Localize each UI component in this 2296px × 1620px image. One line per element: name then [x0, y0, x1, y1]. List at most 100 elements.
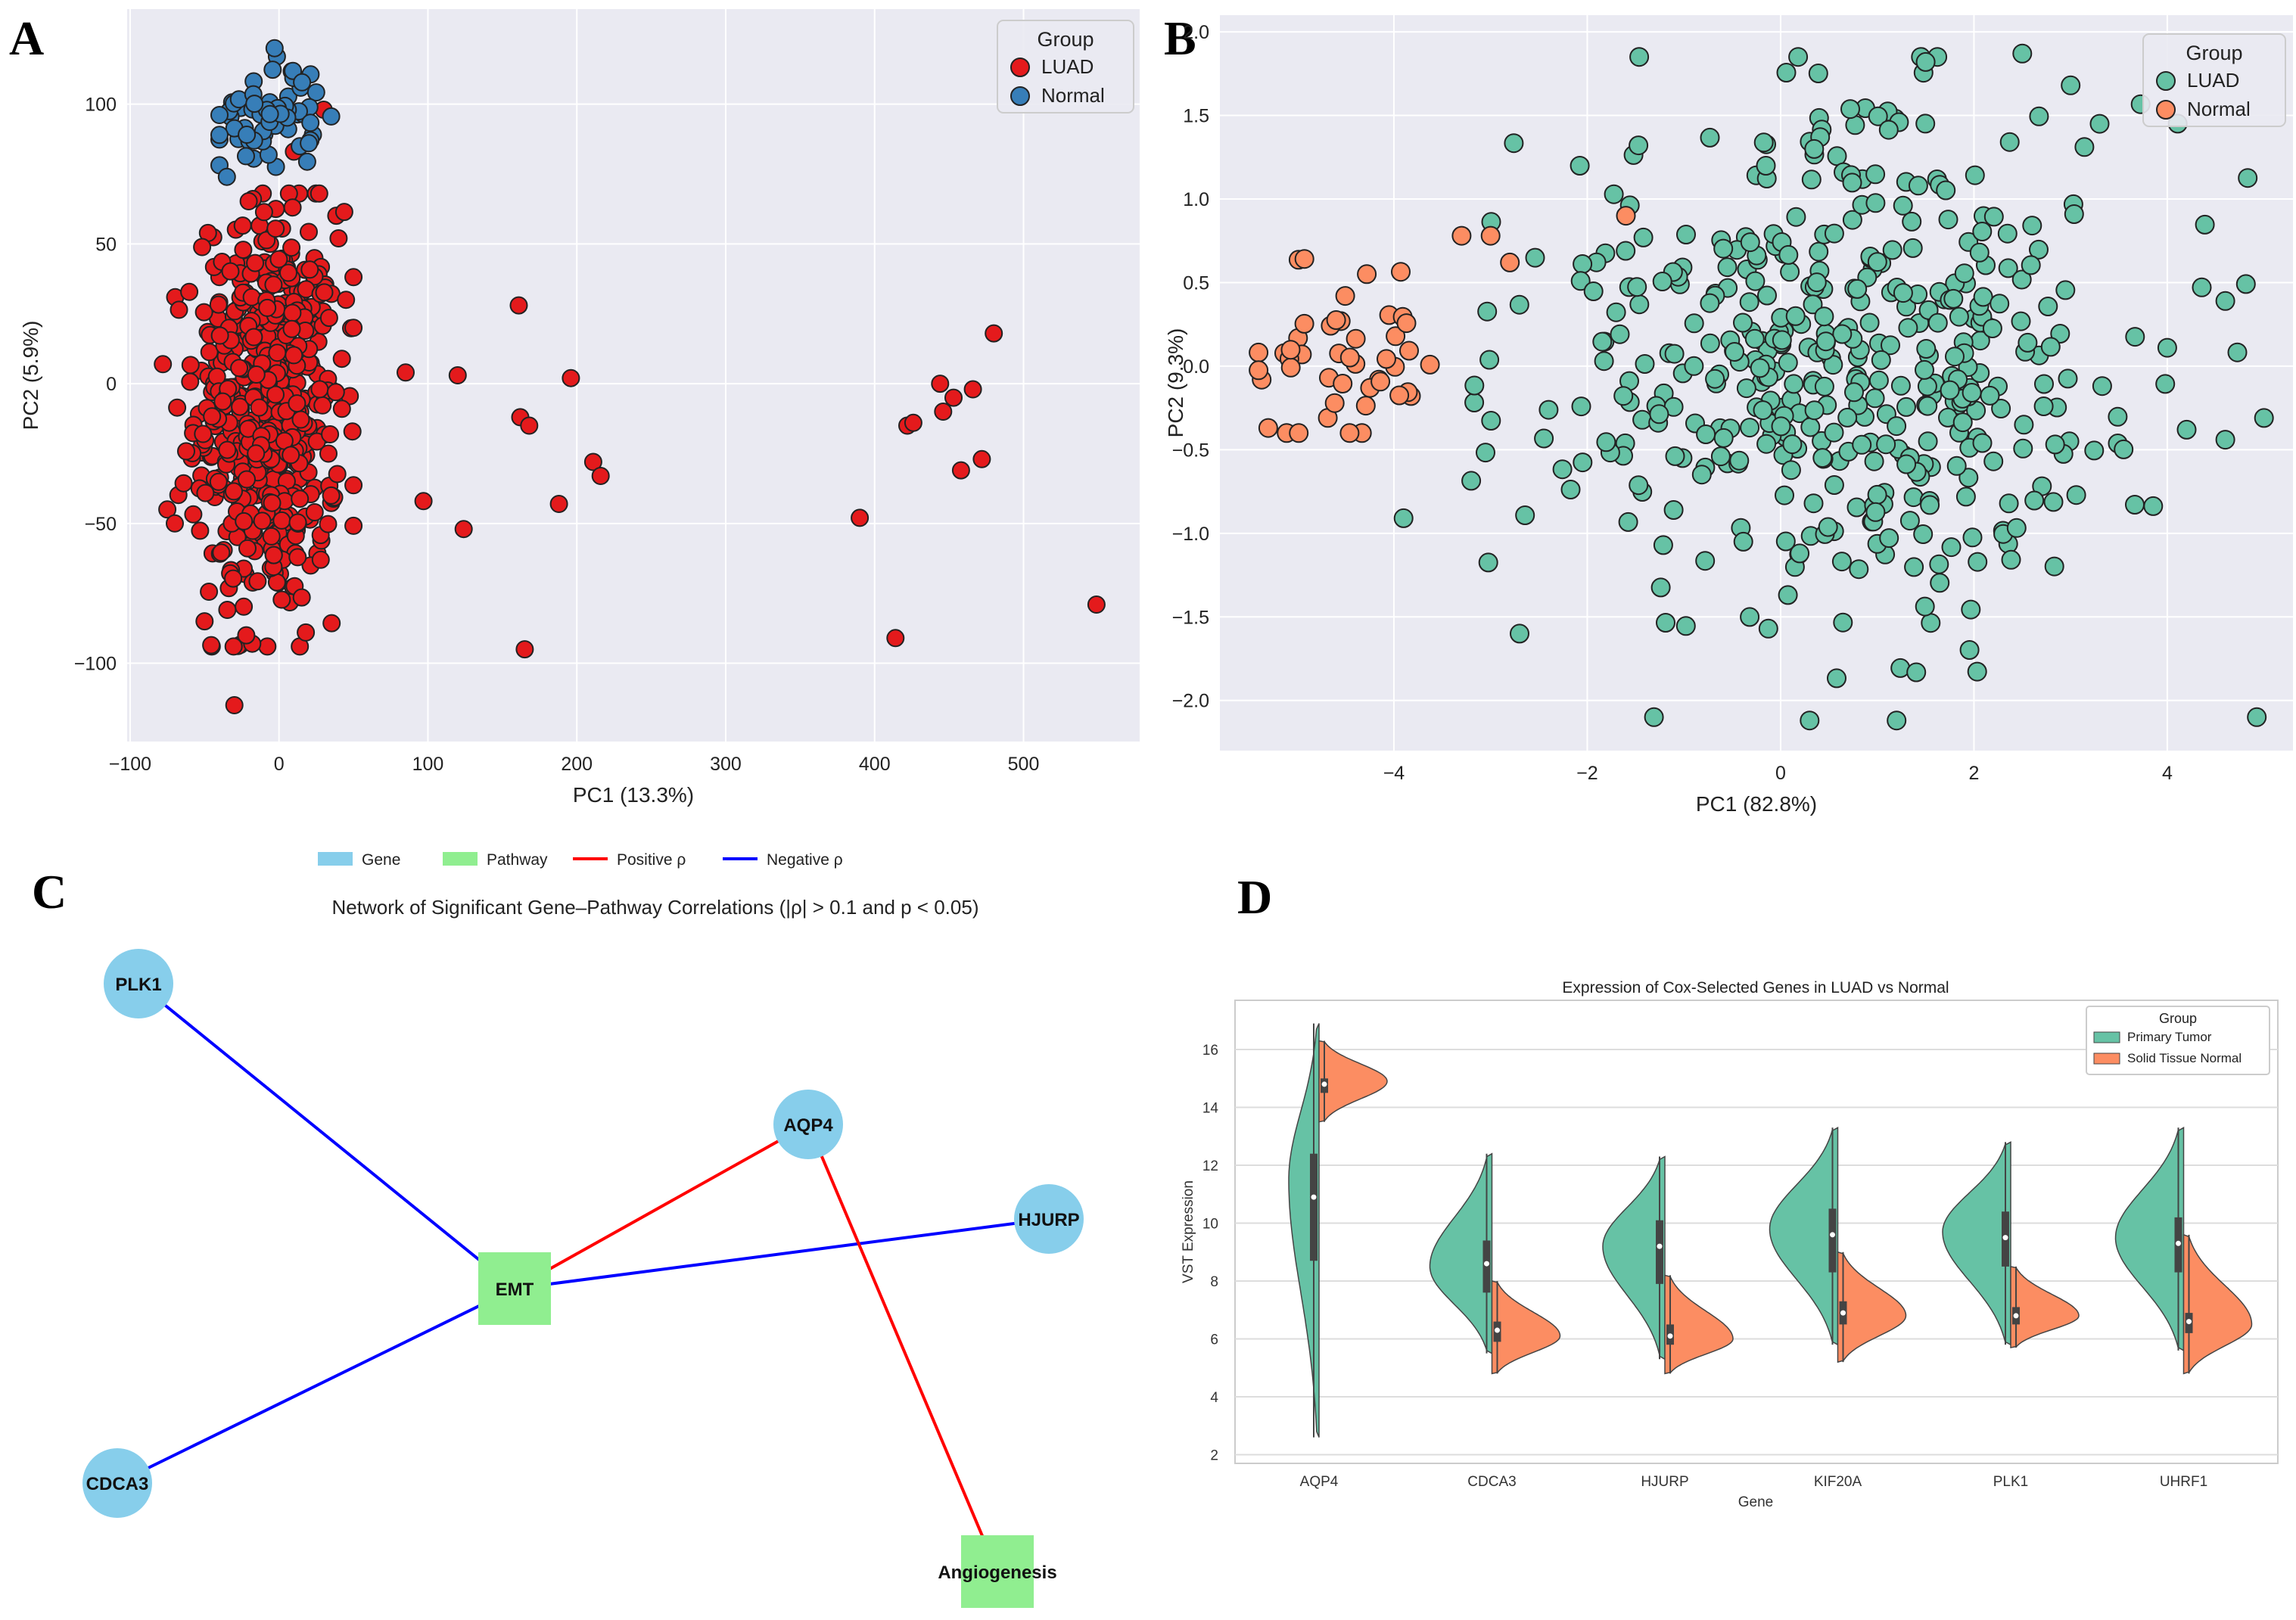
- point-luad: [944, 388, 963, 407]
- point-luad: [1573, 254, 1593, 274]
- y-tick-label: 2.0: [1183, 22, 1209, 43]
- y-tick-label: 8: [1210, 1274, 1218, 1290]
- violin-tumor-kif20a: [1769, 1127, 1839, 1346]
- point-luad: [1876, 434, 1896, 455]
- point-luad: [218, 601, 237, 619]
- legend-title: Group: [2186, 42, 2242, 64]
- point-normal: [1451, 225, 1472, 246]
- point-luad: [247, 365, 266, 384]
- point-luad: [1893, 283, 1913, 303]
- point-luad: [1921, 613, 1941, 633]
- point-luad: [1570, 271, 1591, 291]
- point-luad: [1808, 64, 1828, 83]
- point-luad: [1801, 169, 1822, 190]
- point-luad: [1733, 531, 1753, 552]
- point-luad: [1806, 272, 1827, 293]
- point-luad: [1972, 222, 1993, 241]
- point-normal: [217, 167, 236, 186]
- legend-patch-gene: [318, 852, 353, 866]
- point-luad: [2018, 332, 2038, 353]
- point-luad: [1878, 120, 1899, 140]
- point-luad: [951, 461, 970, 480]
- point-luad: [1676, 225, 1696, 244]
- point-luad: [1710, 446, 1731, 467]
- violin-normal-plk1: [2010, 1265, 2080, 1348]
- point-luad: [1700, 333, 1720, 353]
- point-luad: [313, 396, 332, 415]
- point-luad: [218, 440, 237, 459]
- point-luad: [1713, 238, 1734, 259]
- point-luad: [1775, 485, 1794, 505]
- point-luad: [195, 612, 214, 631]
- point-luad: [1980, 385, 2000, 406]
- point-luad: [225, 696, 244, 714]
- violin-tumor-plk1: [1942, 1141, 2011, 1346]
- edge-cdca3-emt: [117, 1287, 515, 1485]
- point-luad: [292, 588, 311, 607]
- point-luad: [238, 539, 257, 558]
- point-luad: [1633, 227, 1654, 247]
- y-tick-label: 4: [1210, 1390, 1218, 1406]
- point-normal: [265, 39, 284, 58]
- point-luad: [282, 238, 301, 257]
- point-luad: [1849, 559, 1869, 580]
- point-luad: [2029, 106, 2049, 126]
- point-luad: [1803, 493, 1824, 514]
- point-luad: [583, 452, 602, 471]
- point-luad: [180, 282, 199, 301]
- point-luad: [233, 216, 252, 235]
- violin-normal-cdca3: [1491, 1280, 1561, 1375]
- point-luad: [154, 355, 173, 374]
- point-luad: [1908, 176, 1928, 196]
- point-luad: [1941, 537, 1962, 558]
- point-luad: [1809, 241, 1829, 262]
- point-luad: [1758, 618, 1778, 639]
- point-luad: [1998, 258, 2018, 278]
- point-luad: [1938, 210, 1958, 230]
- point-luad: [1691, 465, 1712, 485]
- point-luad: [1902, 238, 1923, 258]
- x-tick-label: KIF20A: [1814, 1474, 1862, 1490]
- y-tick-label: 12: [1202, 1158, 1218, 1174]
- node-label-aqp4: AQP4: [783, 1115, 833, 1136]
- point-luad: [1945, 347, 1965, 367]
- point-luad: [1479, 350, 1500, 370]
- point-luad: [2033, 396, 2054, 416]
- point-luad: [1949, 306, 1969, 327]
- x-tick-label: 0: [1775, 763, 1786, 784]
- point-luad: [2238, 168, 2258, 188]
- point-luad: [1629, 135, 1649, 156]
- x-tick-label: 2: [1968, 763, 1979, 784]
- point-normal: [1480, 225, 1501, 246]
- point-luad: [1739, 292, 1759, 312]
- y-tick-label: 1.5: [1183, 106, 1209, 127]
- point-luad: [1717, 257, 1738, 278]
- point-luad: [2043, 492, 2064, 512]
- panel-letter-B: B: [1164, 11, 1196, 65]
- x-axis-label: PC1 (82.8%): [1696, 792, 1817, 816]
- point-normal: [1289, 423, 1309, 443]
- point-luad: [1461, 471, 1482, 491]
- point-luad: [520, 416, 539, 435]
- violin-median: [1840, 1310, 1846, 1316]
- point-luad: [231, 397, 250, 416]
- point-luad: [170, 300, 188, 319]
- point-luad: [203, 407, 222, 426]
- point-luad: [250, 398, 269, 417]
- point-luad: [272, 590, 291, 609]
- point-luad: [291, 490, 310, 508]
- legend-box: [997, 20, 1134, 113]
- point-luad: [210, 326, 229, 345]
- node-emt: [478, 1252, 551, 1325]
- point-luad: [985, 324, 1003, 343]
- point-luad: [1635, 354, 1655, 374]
- violin-median: [2002, 1235, 2008, 1241]
- point-luad: [931, 375, 950, 393]
- y-tick-label: −1.0: [1172, 524, 1209, 545]
- point-luad: [1510, 623, 1529, 644]
- edge-aqp4-emt: [514, 1123, 809, 1290]
- point-luad: [2125, 495, 2145, 515]
- point-luad: [2254, 408, 2274, 428]
- legend-marker-luad: [2156, 71, 2176, 91]
